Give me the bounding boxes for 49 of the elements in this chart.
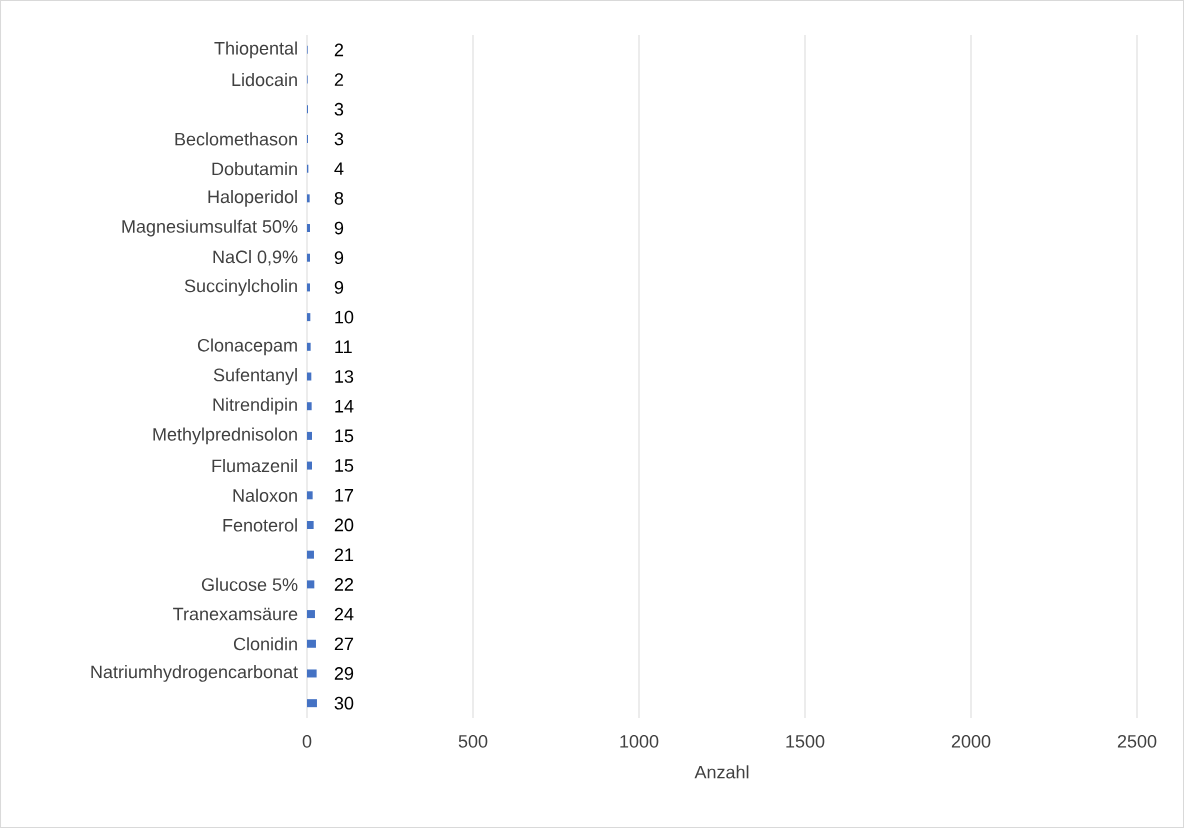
- y-tick-label: Sufentanyl: [213, 368, 297, 385]
- y-tick-label: Glucose 5%: [201, 577, 298, 591]
- y-tick-label: Flumazenil: [212, 458, 297, 473]
- y-tick-label: Dobutamin: [212, 162, 297, 176]
- data-label: 20: [334, 518, 354, 532]
- data-label: 27: [334, 637, 354, 651]
- data-label: 13: [335, 370, 354, 383]
- y-tick-label: Clonacepam: [197, 338, 297, 356]
- data-label: 2: [334, 73, 344, 86]
- x-tick-label: 2500: [1117, 734, 1157, 748]
- y-tick-label: Succinylcholin: [184, 279, 297, 296]
- data-label: 4: [334, 162, 344, 175]
- data-label: 10: [335, 310, 354, 324]
- data-label: 30: [334, 696, 354, 710]
- data-label: 21: [334, 548, 354, 561]
- x-tick-label: 1500: [786, 734, 825, 748]
- x-tick-label: 2000: [951, 734, 991, 748]
- data-label: 15: [335, 429, 354, 443]
- y-tick-label: Fenoterol: [223, 518, 297, 532]
- y-tick-label: Methylprednisolon: [153, 427, 297, 445]
- y-tick-label: Haloperidol: [208, 189, 297, 207]
- x-tick-label: 1000: [620, 734, 659, 748]
- data-label: 9: [334, 221, 344, 235]
- y-tick-label: Nitrendipin: [213, 397, 297, 415]
- data-label: 14: [335, 400, 354, 413]
- y-tick-label: Beclomethason: [175, 132, 297, 146]
- data-label: 11: [335, 340, 352, 353]
- y-tick-label: Clonidin: [233, 637, 297, 651]
- x-axis-title: Anzahl: [694, 765, 749, 779]
- data-label: 17: [335, 489, 354, 502]
- y-tick-label: Naloxon: [233, 488, 297, 502]
- x-tick-label: 500: [458, 734, 488, 748]
- data-label: 24: [334, 607, 354, 621]
- y-tick-label: NaCl 0,9%: [213, 250, 298, 266]
- y-tick-label: Magnesiumsulfat 50%: [122, 219, 298, 237]
- y-tick-label: Tranexamsäure: [173, 607, 298, 621]
- data-label: 3: [334, 102, 344, 116]
- data-label: 29: [334, 667, 354, 680]
- data-label: 8: [334, 191, 344, 205]
- y-tick-label: Lidocain: [232, 72, 297, 87]
- data-label: 9: [334, 251, 344, 265]
- y-tick-label: Natriumhydrogencarbonat: [91, 665, 298, 682]
- x-tick-label: 0: [302, 734, 312, 748]
- data-label: 3: [334, 132, 344, 146]
- data-label: 15: [335, 459, 354, 472]
- data-label: 2: [334, 43, 344, 57]
- data-label: 22: [334, 578, 354, 591]
- y-tick-label: Thiopental: [214, 41, 297, 59]
- data-label: 9: [334, 281, 344, 294]
